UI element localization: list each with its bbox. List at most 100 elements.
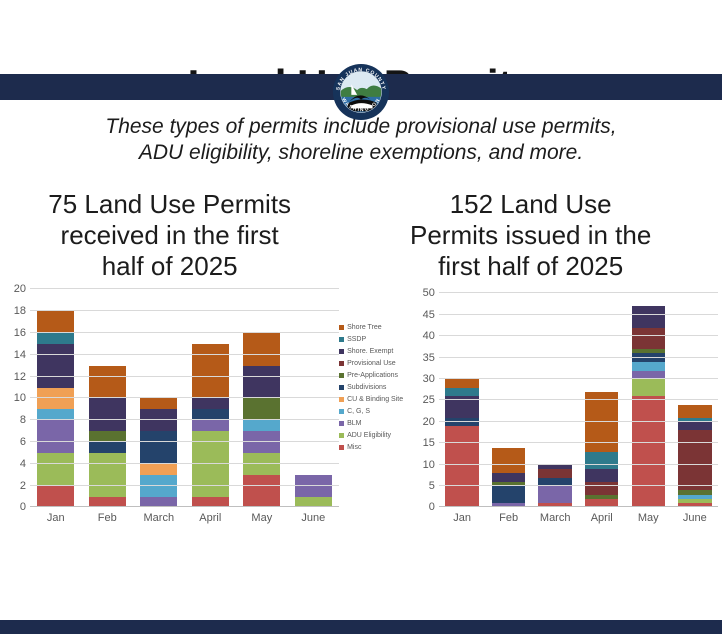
bar-segment	[678, 421, 712, 431]
y-tick-label: 35	[422, 351, 435, 364]
bar-segment	[491, 503, 526, 508]
bar-segment	[584, 481, 619, 495]
stacked-bar	[538, 293, 572, 508]
bar-segment	[538, 503, 572, 508]
bar-column	[439, 293, 486, 508]
month-labels: Jan Feb March April May June	[30, 507, 339, 529]
gridline	[30, 484, 340, 486]
bar-segment	[37, 333, 75, 344]
legend-item: Provisional Use	[339, 360, 413, 367]
x-tick-label: June	[682, 512, 707, 525]
y-tick-label: 25	[422, 394, 435, 407]
bar-segment	[191, 398, 229, 410]
bar-segment	[140, 409, 178, 432]
bar-segment	[491, 473, 526, 482]
bar-segment	[37, 452, 75, 486]
bar-segment	[631, 379, 665, 397]
bar-segment	[445, 379, 479, 388]
bar-segment	[191, 409, 229, 421]
bar-segment	[243, 333, 281, 366]
gridline	[438, 485, 718, 487]
gridline	[438, 463, 718, 465]
stacked-bar	[191, 289, 229, 508]
bar-column	[236, 289, 288, 508]
bar-segment	[584, 391, 619, 452]
issued-permits-chart: 0 5 10 15 20 25 30 35 40 45 50 Jan Feb March April May…	[413, 287, 719, 529]
bar-segment	[678, 417, 712, 422]
bar-segment	[88, 442, 126, 453]
y-tick-label: 50	[422, 287, 435, 300]
y-tick-label: 8	[19, 414, 26, 427]
seal-orca-belly	[351, 103, 373, 109]
legend-item: Misc	[339, 444, 413, 451]
bar-segment	[631, 327, 665, 350]
stacked-bar	[88, 289, 126, 508]
legend: Shore Tree SSDP Shore. Exempt Provisional U…	[339, 324, 413, 451]
y-tick-label: 30	[422, 373, 435, 386]
bar-segment	[678, 490, 712, 495]
bar-segment	[37, 409, 75, 421]
legend-label: Shore Tree	[347, 324, 382, 332]
stacked-bar	[584, 293, 619, 508]
bar-segment	[243, 431, 281, 453]
bar-column	[185, 289, 237, 508]
x-tick-label: May	[251, 512, 273, 525]
gridline	[438, 399, 718, 401]
infographic-page: SAN JUAN COUNTY WASHINGTON Land Use Perm…	[0, 61, 722, 634]
x-tick-label: March	[539, 512, 571, 525]
legend-item: BLM	[339, 420, 413, 427]
y-tick-label: 5	[428, 480, 435, 493]
left-chart-title-line1: 75 Land Use Permits	[48, 189, 292, 220]
right-chart-title-line3: first half of 2025	[438, 250, 624, 281]
received-permits-chart: 0 2 4 6 8 10 12 14 16 18 20 Jan Feb March April May Jun…	[4, 283, 340, 529]
x-tick-label: May	[637, 512, 659, 525]
bar-column	[578, 293, 625, 508]
legend-label: Shore. Exempt	[347, 348, 394, 356]
y-tick-label: 0	[428, 501, 435, 514]
bar-segment	[584, 494, 619, 499]
legend-item: Shore Tree	[339, 324, 413, 331]
left-chart-title-line3: half of 2025	[101, 250, 238, 281]
y-tick-label: 20	[13, 283, 26, 296]
bar-segment	[243, 365, 281, 399]
y-axis: 0 5 10 15 20 25 30 35 40 45 50	[413, 287, 439, 529]
gridline	[30, 375, 340, 377]
bar-segment	[294, 474, 332, 497]
y-tick-label: 16	[13, 327, 26, 340]
bar-segment	[584, 451, 619, 469]
y-tick-label: 2	[19, 479, 26, 492]
bar-segment	[140, 463, 178, 475]
chart-titles-row: 75 Land Use Permits received in the firs…	[0, 189, 722, 281]
legend-swatch	[339, 337, 345, 343]
gridline	[438, 356, 718, 358]
gridline	[438, 335, 718, 337]
x-tick-label: Jan	[453, 512, 471, 525]
bar-segment	[631, 396, 665, 508]
x-tick-label: Feb	[499, 512, 519, 525]
stacked-bar	[37, 289, 75, 508]
bar-segment	[140, 431, 178, 464]
gridline	[30, 332, 340, 334]
month-labels: Jan Feb March April May June	[439, 507, 718, 529]
bar-column	[672, 293, 719, 508]
legend-label: C, G, S	[347, 408, 371, 416]
legend-label: Subdivisions	[347, 384, 387, 392]
right-chart-title-line2: Permits issued in the	[409, 220, 652, 251]
stacked-bar	[243, 289, 281, 508]
bar-segment	[140, 474, 178, 497]
y-tick-label: 45	[422, 308, 435, 321]
stacked-bar	[294, 289, 332, 508]
bar-segment	[538, 468, 572, 478]
bar-segment	[491, 486, 526, 504]
seal-orca	[349, 95, 371, 102]
legend-label: Misc	[347, 444, 362, 452]
gridline	[438, 506, 718, 508]
left-chart-title: 75 Land Use Permits received in the firs…	[0, 189, 339, 281]
stacked-bar	[491, 293, 526, 508]
bar-segment	[631, 370, 665, 380]
y-tick-label: 4	[19, 457, 26, 470]
bar-segment	[88, 496, 126, 508]
y-tick-label: 14	[13, 348, 26, 361]
bottom-navy-band	[0, 620, 722, 634]
y-tick-label: 40	[422, 330, 435, 343]
